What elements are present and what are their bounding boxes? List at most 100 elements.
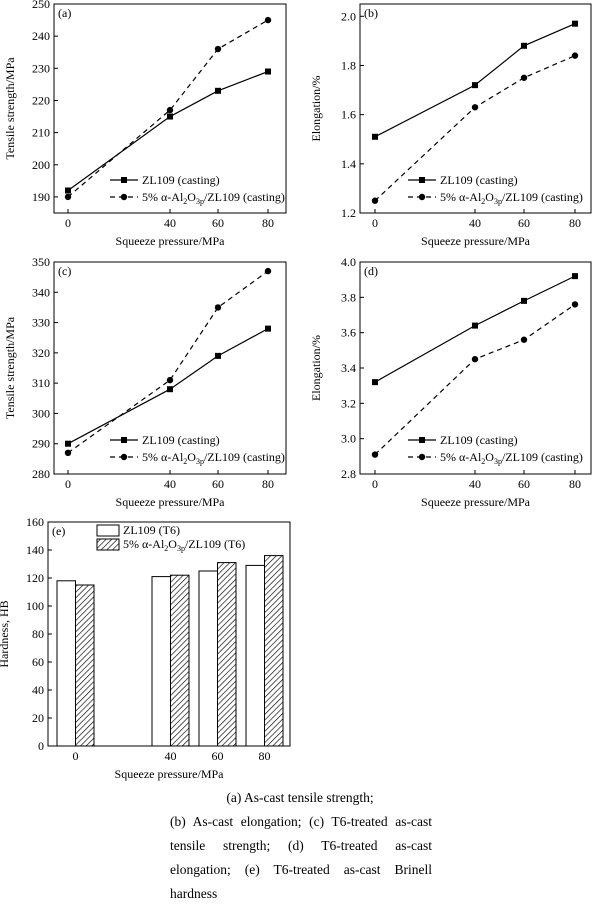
y-tick-label: 1.6 [341, 108, 356, 122]
data-point [520, 336, 528, 343]
y-tick-label: 1.2 [341, 206, 356, 220]
x-tick-label: 80 [569, 216, 581, 230]
bar [170, 574, 190, 747]
data-point [65, 187, 71, 194]
series-line [374, 55, 576, 202]
legend-marker [418, 193, 426, 201]
y-tick-label: 230 [32, 61, 50, 75]
panel-label: (e) [52, 524, 65, 538]
y-tick-label: 200 [32, 158, 50, 172]
panel-d-chart: (d) 2.8 3.0 3.2 3.4 3.6 3.8 4.0 Squeeze pressure… [309, 255, 592, 509]
y-axis-label: Elongation/% [309, 335, 323, 401]
bar [217, 562, 237, 747]
y-tick-label: 80 [32, 627, 44, 641]
y-tick-label: 100 [26, 599, 44, 613]
figure-caption-line1: (a) As-cast tensile strength; [226, 790, 374, 805]
data-point [166, 106, 174, 114]
legend-label: ZL109 (T6) [123, 523, 180, 537]
figure-caption-body: (b) As-cast elongation; (c) T6-treated a… [170, 814, 432, 901]
y-tick-label: 1.4 [341, 157, 356, 171]
legend-swatch [96, 524, 120, 537]
y-tick-label: 20 [32, 711, 44, 725]
legend-label: 5% α-Al2O3p/ZL109 (casting) [142, 190, 285, 206]
data-point [521, 42, 527, 49]
data-point [571, 52, 579, 59]
x-axis-label: Squeeze pressure/MPa [115, 767, 225, 781]
x-tick-label: 0 [65, 216, 71, 230]
legend-label: ZL109 (casting) [440, 173, 518, 187]
data-point [371, 451, 379, 458]
legend-label: 5% α-Al2O3p/ZL109 (T6) [123, 537, 245, 553]
legend-label: ZL109 (casting) [142, 173, 220, 187]
panel-label: (d) [364, 264, 378, 278]
legend-label: 5% α-Al2O3p/ZL109 (casting) [440, 190, 583, 206]
data-point [214, 304, 222, 311]
series-line [374, 23, 576, 138]
y-tick-label: 3.0 [341, 432, 356, 446]
data-point [520, 74, 528, 81]
x-tick-label: 0 [372, 216, 378, 230]
series-line [374, 275, 576, 383]
data-point [264, 267, 272, 275]
data-point [64, 449, 72, 456]
data-point [472, 322, 478, 329]
legend-marker [418, 453, 426, 461]
legend-marker [419, 437, 425, 443]
y-tick-label: 340 [32, 285, 50, 299]
y-tick-label: 220 [32, 93, 50, 107]
legend-label: 5% α-Al2O3p/ZL109 (casting) [142, 450, 285, 466]
y-axis-label: Tensile strength/MPa [3, 57, 17, 160]
data-point [167, 386, 173, 393]
legend-swatch [96, 538, 120, 551]
panel-label: (b) [364, 6, 378, 20]
y-tick-label: 210 [32, 126, 50, 140]
y-tick-label: 300 [32, 406, 50, 420]
legend-label: ZL109 (casting) [142, 433, 220, 447]
data-point [65, 440, 71, 447]
y-tick-label: 4.0 [341, 255, 356, 269]
panel-b-chart: (b) 1.2 1.4 1.6 1.8 2.0 Squeeze pressure/MPa El… [309, 3, 592, 248]
x-tick-label: 0 [65, 477, 71, 491]
y-tick-label: 40 [32, 683, 44, 697]
bar [245, 564, 265, 747]
x-tick-label: 40 [164, 216, 176, 230]
data-point [572, 273, 578, 280]
legend-marker [120, 453, 128, 461]
x-tick-label: 0 [372, 477, 378, 491]
y-axis-label: Tensile strength/MPa [3, 316, 17, 419]
x-tick-label: 40 [469, 216, 481, 230]
data-point [372, 133, 378, 140]
panel-a-chart: (a) 190 200 210 220 230 240 250 Squeeze pressure… [3, 0, 287, 248]
data-point [371, 197, 379, 204]
data-point [372, 379, 378, 386]
y-tick-label: 2.8 [341, 467, 356, 481]
x-tick-label: 80 [259, 749, 271, 763]
legend-label: 5% α-Al2O3p/ZL109 (casting) [440, 450, 583, 466]
legend-label: ZL109 (casting) [440, 433, 518, 447]
y-tick-label: 1.8 [341, 58, 356, 72]
bar [264, 555, 284, 747]
y-axis-label: Elongation/% [309, 76, 323, 142]
y-tick-label: 280 [32, 467, 50, 481]
series-line [374, 303, 576, 456]
x-axis-label: Squeeze pressure/MPa [116, 495, 226, 509]
series-line [67, 328, 269, 445]
data-point [166, 376, 174, 384]
panel-c-chart: (c) 280 290 300 310 320 330 340 350 Squeeze press… [3, 255, 287, 509]
y-tick-label: 160 [26, 515, 44, 529]
y-tick-label: 3.2 [341, 396, 356, 410]
data-point [571, 301, 579, 308]
y-tick-label: 290 [32, 437, 50, 451]
x-tick-label: 60 [212, 216, 224, 230]
data-point [215, 352, 221, 359]
series-line [67, 270, 269, 454]
data-point [215, 87, 221, 94]
bar [75, 584, 95, 747]
x-axis-label: Squeeze pressure/MPa [421, 495, 531, 509]
y-tick-label: 3.6 [341, 326, 356, 340]
x-tick-label: 60 [518, 216, 530, 230]
data-point [64, 193, 72, 201]
data-point [572, 20, 578, 27]
data-point [265, 325, 271, 332]
data-point [472, 82, 478, 89]
